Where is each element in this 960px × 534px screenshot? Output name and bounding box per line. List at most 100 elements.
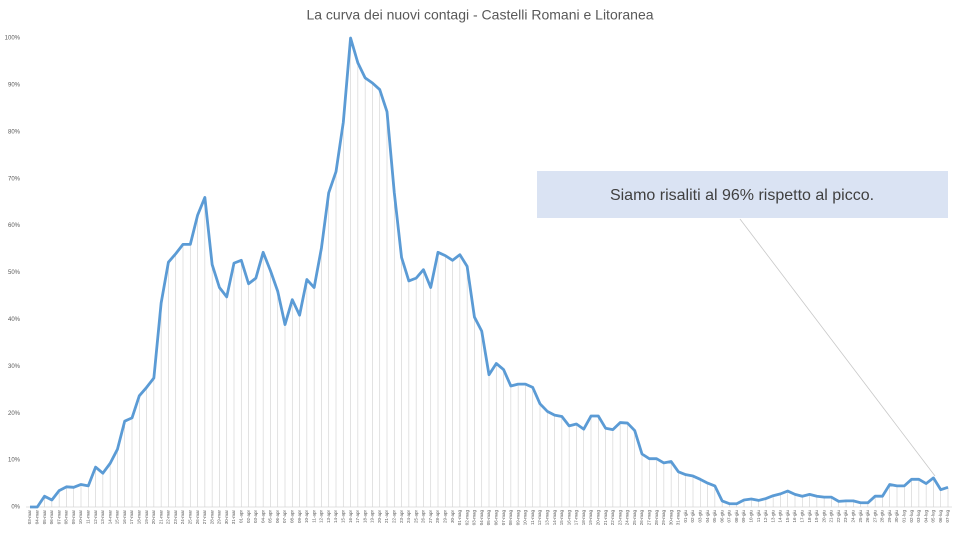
x-tick-label: 10-mag: [523, 510, 528, 526]
x-tick-label: 06-apr: [275, 510, 280, 524]
x-tick-label: 22-giu: [836, 510, 841, 523]
x-tick-label: 28-giu: [880, 510, 885, 523]
x-tick-label: 07-mar: [56, 510, 61, 525]
x-tick-label: 17-mag: [574, 510, 579, 526]
x-tick-label: 24-apr: [406, 510, 411, 524]
x-tick-label: 25-giu: [858, 510, 863, 523]
x-tick-label: 19-mag: [588, 510, 593, 526]
x-tick-label: 02-giu: [690, 510, 695, 523]
x-tick-label: 12-apr: [319, 510, 324, 524]
x-tick-label: 18-mar: [136, 510, 141, 525]
x-tick-label: 09-apr: [297, 510, 302, 524]
x-tick-label: 03-lug: [916, 510, 921, 523]
x-tick-label: 05-mar: [42, 510, 47, 525]
x-tick-label: 09-giu: [741, 510, 746, 523]
x-tick-label: 13-apr: [326, 510, 331, 524]
x-tick-label: 31-mar: [231, 510, 236, 525]
y-tick-label: 70%: [8, 176, 21, 182]
x-tick-label: 16-mag: [566, 510, 571, 526]
y-tick-label: 40%: [8, 317, 21, 323]
x-tick-label: 06-giu: [719, 510, 724, 523]
annotation-box: [537, 171, 948, 218]
x-tick-label: 23-mar: [173, 510, 178, 525]
x-tick-label: 08-mag: [508, 510, 513, 526]
x-tick-label: 14-apr: [333, 510, 338, 524]
x-tick-label: 13-mag: [544, 510, 549, 526]
x-tick-label: 17-giu: [799, 510, 804, 523]
x-tick-label: 29-mag: [661, 510, 666, 526]
y-tick-label: 60%: [8, 223, 21, 229]
x-tick-label: 25-mar: [187, 510, 192, 525]
x-tick-label: 18-mag: [581, 510, 586, 526]
x-tick-label: 03-mar: [27, 510, 32, 525]
x-tick-label: 20-giu: [821, 510, 826, 523]
x-tick-label: 15-apr: [340, 510, 345, 524]
x-tick-label: 12-mag: [537, 510, 542, 526]
x-tick-label: 06-mag: [493, 510, 498, 526]
x-tick-label: 23-giu: [843, 510, 848, 523]
x-tick-label: 26-mar: [195, 510, 200, 525]
x-tick-label: 25-mag: [632, 510, 637, 526]
x-tick-label: 10-giu: [748, 510, 753, 523]
x-tick-label: 24-mag: [625, 510, 630, 526]
y-tick-label: 10%: [8, 458, 21, 464]
x-tick-label: 15-giu: [785, 510, 790, 523]
x-tick-label: 30-giu: [894, 510, 899, 523]
x-tick-label: 10-mar: [78, 510, 83, 525]
x-tick-label: 02-mag: [464, 510, 469, 526]
x-tick-label: 11-giu: [756, 510, 761, 523]
x-tick-label: 05-mag: [486, 510, 491, 526]
x-tick-label: 20-mag: [595, 510, 600, 526]
x-tick-label: 19-mar: [144, 510, 149, 525]
y-tick-label: 0%: [11, 505, 20, 511]
x-tick-label: 27-apr: [428, 510, 433, 524]
x-tick-label: 30-apr: [450, 510, 455, 524]
x-tick-label: 29-giu: [887, 510, 892, 523]
x-tick-label: 31-mag: [676, 510, 681, 526]
x-tick-label: 14-mag: [552, 510, 557, 526]
x-tick-label: 26-mag: [639, 510, 644, 526]
x-tick-label: 22-apr: [391, 510, 396, 524]
x-tick-label: 22-mar: [166, 510, 171, 525]
x-tick-label: 27-giu: [872, 510, 877, 523]
x-tick-label: 21-mag: [603, 510, 608, 526]
x-tick-label: 08-mar: [64, 510, 69, 525]
x-tick-label: 13-giu: [770, 510, 775, 523]
x-tick-label: 21-giu: [829, 510, 834, 523]
x-tick-label: 19-giu: [814, 510, 819, 523]
x-tick-label: 14-mar: [107, 510, 112, 525]
x-tick-label: 04-lug: [923, 510, 928, 523]
x-tick-label: 03-giu: [697, 510, 702, 523]
x-tick-label: 23-mag: [617, 510, 622, 526]
x-tick-label: 29-apr: [442, 510, 447, 524]
x-tick-label: 24-mar: [180, 510, 185, 525]
x-tick-label: 07-mag: [501, 510, 506, 526]
x-tick-label: 13-mar: [100, 510, 105, 525]
x-tick-label: 21-mar: [158, 510, 163, 525]
x-tick-label: 30-mag: [668, 510, 673, 526]
x-tick-label: 01-lug: [901, 510, 906, 523]
x-tick-label: 15-mar: [115, 510, 120, 525]
x-tick-label: 27-mar: [202, 510, 207, 525]
x-tick-label: 05-giu: [712, 510, 717, 523]
y-tick-label: 30%: [8, 364, 21, 370]
x-tick-label: 28-mag: [654, 510, 659, 526]
x-tick-label: 04-giu: [705, 510, 710, 523]
y-tick-label: 50%: [8, 270, 21, 276]
x-tick-label: 28-apr: [435, 510, 440, 524]
x-tick-label: 28-mar: [209, 510, 214, 525]
x-tick-label: 20-apr: [377, 510, 382, 524]
x-tick-label: 06-mar: [49, 510, 54, 525]
x-tick-label: 01-mag: [457, 510, 462, 526]
x-tick-label: 09-mag: [515, 510, 520, 526]
x-tick-label: 14-giu: [778, 510, 783, 523]
x-tick-label: 04-apr: [260, 510, 265, 524]
x-tick-label: 04-mar: [34, 510, 39, 525]
x-tick-label: 11-mar: [85, 510, 90, 524]
x-tick-label: 17-apr: [355, 510, 360, 524]
x-tick-label: 15-mag: [559, 510, 564, 526]
x-tick-label: 12-mar: [93, 510, 98, 525]
x-tick-label: 18-apr: [362, 510, 367, 524]
x-tick-label: 10-apr: [304, 510, 309, 524]
